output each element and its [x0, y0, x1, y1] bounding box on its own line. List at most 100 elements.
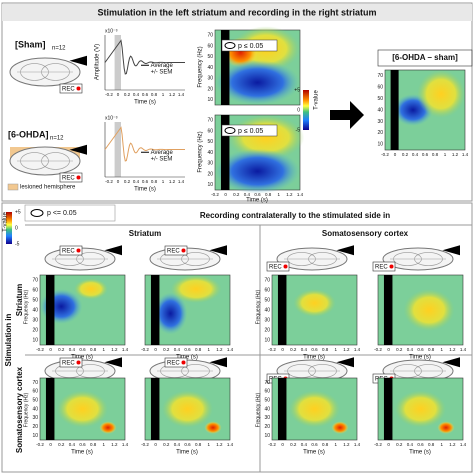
axis-label: T-value [3, 212, 9, 232]
rec-box [372, 261, 396, 272]
y-tick: 30 [207, 161, 213, 167]
x-tick: 0.2 [402, 152, 409, 157]
group-label: [Sham] [15, 39, 46, 49]
y-tick: 60 [32, 389, 38, 395]
axis-label: Amplitude (V) [95, 44, 101, 80]
top-frame [1, 2, 473, 202]
stim-window [114, 35, 121, 90]
brain-lobe [20, 63, 49, 81]
x-tick: 0.8 [322, 442, 329, 447]
rec-dot [76, 248, 81, 253]
electrode [69, 144, 87, 155]
legend-entry: +/- SEM [151, 156, 173, 162]
column-header: Striatum [129, 229, 161, 238]
heatmap-blob [170, 275, 222, 303]
x-tick: 0 [117, 92, 120, 97]
colorbar [6, 212, 12, 244]
x-tick: 0.8 [151, 179, 158, 184]
x-tick: 1.4 [460, 442, 467, 447]
rec-label: REC [375, 265, 388, 271]
y-tick: 10 [32, 433, 38, 439]
x-tick: 0.2 [124, 179, 131, 184]
brain-lobe [76, 364, 105, 378]
x-tick: 0 [224, 192, 227, 197]
electrode [209, 357, 227, 368]
y-tick: 50 [207, 139, 213, 145]
x-label: Time (s) [303, 450, 325, 456]
brain-lobe [393, 252, 422, 266]
x-tick: 0.6 [184, 347, 191, 352]
x-label: Time (s) [303, 355, 325, 361]
group-n: n=12 [52, 46, 66, 52]
stim-artifact [220, 30, 230, 105]
electrode [104, 245, 122, 256]
y-tick: 20 [264, 327, 270, 333]
x-tick: 0.2 [290, 442, 297, 447]
x-tick: 1 [162, 179, 165, 184]
x-tick: 0.2 [163, 442, 170, 447]
x-tick: 0.4 [244, 192, 251, 197]
group-label: [6-OHDA] [8, 129, 49, 139]
x-tick: 0 [394, 152, 397, 157]
rec-label: REC [62, 176, 75, 182]
lesion-key [7, 183, 19, 191]
y-tick: 30 [264, 415, 270, 421]
y-tick: 40 [264, 307, 270, 313]
axis-label: Frequency (Hz) [255, 392, 261, 427]
x-tick: 0.8 [151, 92, 158, 97]
x-tick: 1 [334, 442, 337, 447]
y-tick: 20 [32, 424, 38, 430]
x-tick: 0.6 [79, 442, 86, 447]
rec-box [266, 261, 290, 272]
rec-dot [76, 175, 81, 180]
sig-label: p ≤ 0.05 [238, 43, 263, 50]
x-tick: 1.2 [452, 152, 459, 157]
lesion-note: lesioned hemisphere [20, 185, 76, 191]
y-tick: 50 [377, 96, 383, 102]
sig-icon [30, 209, 44, 217]
colorbar-tick: 0 [15, 225, 18, 231]
rec-dot [181, 360, 186, 365]
x-tick: -0.2 [141, 442, 149, 447]
x-tick: 0.6 [184, 442, 191, 447]
rec-dot [389, 264, 394, 269]
x-tick: 1 [277, 192, 280, 197]
y-tick: 10 [32, 337, 38, 343]
x-tick: 1.4 [227, 442, 234, 447]
x-tick: 0.6 [79, 347, 86, 352]
electrode [336, 357, 354, 368]
x-tick: 0.4 [301, 442, 308, 447]
diff-title: [6-OHDA – sham] [392, 53, 458, 62]
brain-lobe [414, 364, 443, 378]
axis-label: Stimulation in [4, 313, 13, 366]
x-tick: 0 [281, 347, 284, 352]
y-tick: 40 [207, 65, 213, 71]
x-tick: 0 [117, 179, 120, 184]
rec-label: REC [269, 265, 282, 271]
stim-artifact [45, 378, 55, 440]
y-tick: 60 [32, 287, 38, 293]
brain-lobe [181, 252, 210, 266]
x-tick: 1 [102, 442, 105, 447]
x-tick: 0.8 [432, 152, 439, 157]
x-tick: 1.4 [122, 347, 129, 352]
heatmap-blob [204, 421, 222, 434]
brain-lobe [414, 252, 443, 266]
rec-label: REC [62, 249, 75, 255]
x-tick: 1.4 [178, 92, 185, 97]
heatmap-blob [162, 390, 213, 428]
y-tick: 70 [207, 118, 213, 124]
x-tick: 0 [154, 347, 157, 352]
y-tick: 60 [264, 389, 270, 395]
axis-label: Somatosensory cortex [15, 366, 24, 453]
y-tick: 20 [207, 86, 213, 92]
heatmap-blob [74, 278, 108, 300]
title: Stimulation in the left striatum and rec… [97, 7, 376, 17]
y-tick: 70 [264, 380, 270, 386]
brain-lobe [41, 152, 70, 170]
rec-box [164, 245, 188, 256]
axis-label: Frequency (Hz) [255, 289, 261, 324]
colorbar-tick: -5 [15, 241, 20, 247]
brain-lobe [20, 152, 49, 170]
stim-artifact [390, 70, 399, 150]
